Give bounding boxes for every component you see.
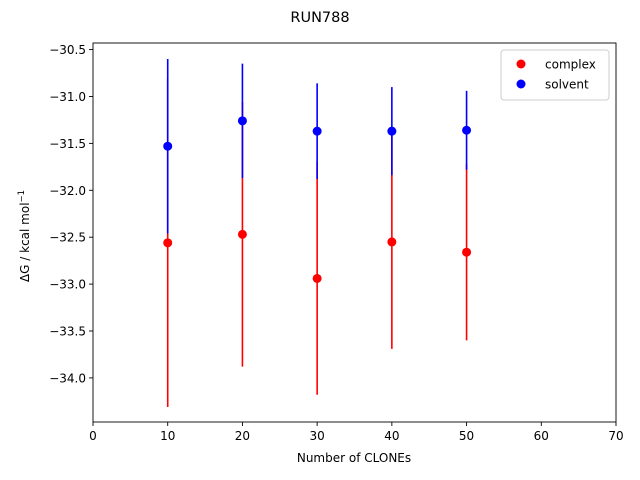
legend-box [500,49,610,101]
y-tick-label: −32.5 [49,231,86,245]
data-point-complex [462,247,472,257]
data-point-solvent [237,116,247,126]
y-tick-label: −30.5 [49,43,86,57]
y-tick-label: −33.5 [49,325,86,339]
x-tick-label: 20 [235,429,250,443]
y-tick-label: −31.5 [49,137,86,151]
x-tick-label: 50 [459,429,474,443]
x-tick-label: 10 [160,429,175,443]
data-point-complex [387,237,397,247]
legend-label-complex: complex [545,58,596,72]
plot-frame [92,42,617,423]
data-point-complex [312,273,322,283]
x-tick-label: 30 [310,429,325,443]
x-tick-label: 40 [384,429,399,443]
x-axis-label: Number of CLONEs [297,451,411,465]
y-tick-label: −34.0 [49,371,86,385]
y-tick-label: −31.0 [49,90,86,104]
plot-area [92,42,617,423]
data-point-complex [237,229,247,239]
legend-marker-complex [516,59,526,69]
data-point-complex [163,238,173,248]
x-tick-label: 70 [608,429,623,443]
legend: complex solvent [500,49,610,101]
legend-label-solvent: solvent [545,78,589,92]
x-tick-label: 60 [534,429,549,443]
data-point-solvent [312,126,322,136]
x-tick-label: 0 [89,429,97,443]
legend-marker-solvent [516,79,526,89]
y-tick-label: −32.0 [49,184,86,198]
y-axis-label-exponent: −1 [17,190,27,203]
x-axis: 0 10 20 30 40 50 60 70 [89,422,624,443]
y-axis-label: ΔG / kcal mol−1 [17,190,32,282]
data-point-solvent [163,141,173,151]
y-axis: −34.0 −33.5 −33.0 −32.5 −32.0 −31.5 −31.0 −30.5 [49,43,93,385]
y-tick-label: −33.0 [49,278,86,292]
y-axis-label-main: ΔG / kcal mol [18,202,32,282]
data-point-solvent [462,125,472,135]
chart-title: RUN788 [290,10,349,26]
data-point-solvent [387,126,397,136]
